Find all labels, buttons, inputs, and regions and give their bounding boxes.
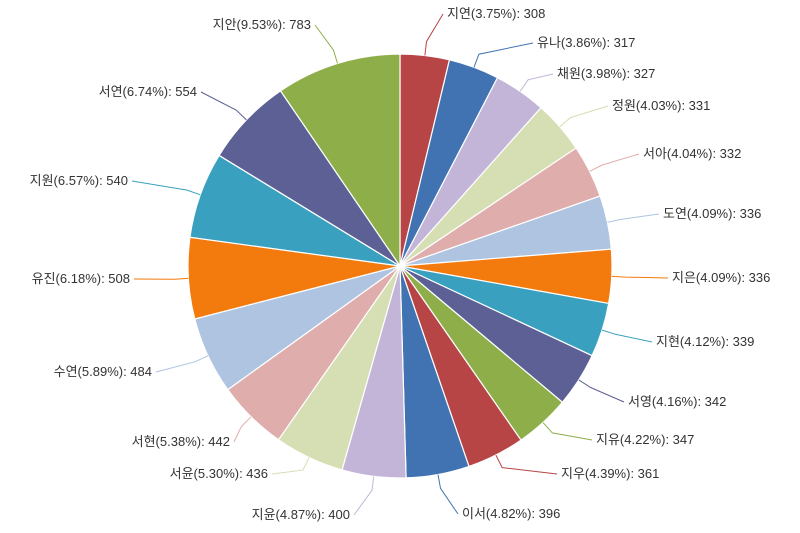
slice-label-2: 채원(3.98%): 327: [557, 66, 655, 81]
slice-label-4: 서아(4.04%): 332: [643, 146, 741, 161]
slice-label-3: 정원(4.03%): 331: [612, 98, 710, 113]
slice-label-13: 서윤(5.30%): 436: [170, 466, 268, 481]
slice-label-18: 서연(6.74%): 554: [99, 84, 197, 99]
slice-label-17: 지원(6.57%): 540: [30, 173, 128, 188]
leader-line-4: [589, 153, 640, 172]
slice-label-11: 이서(4.82%): 396: [462, 506, 560, 521]
leader-line-15: [155, 355, 209, 373]
slice-label-5: 도연(4.09%): 336: [663, 206, 761, 221]
leader-lines: [131, 13, 669, 516]
leader-line-8: [578, 379, 625, 403]
slice-label-14: 서현(5.38%): 442: [132, 434, 230, 449]
slice-label-15: 수연(5.89%): 484: [54, 364, 152, 379]
leader-line-7: [601, 329, 653, 343]
slice-label-7: 지현(4.12%): 339: [656, 334, 754, 349]
leader-line-2: [519, 73, 554, 92]
slice-label-9: 지유(4.22%): 347: [596, 432, 694, 447]
slice-label-6: 지은(4.09%): 336: [672, 270, 770, 285]
leader-line-17: [131, 180, 201, 196]
slice-label-1: 유나(3.86%): 317: [537, 35, 635, 50]
leader-line-19: [314, 24, 338, 64]
pie-slice-19: [279, 53, 401, 268]
slice-label-10: 지우(4.39%): 361: [561, 466, 659, 481]
slice-label-12: 지윤(4.87%): 400: [252, 507, 350, 522]
leader-line-13: [271, 457, 310, 475]
leader-line-18: [200, 91, 247, 121]
slice-label-16: 유진(6.18%): 508: [32, 271, 130, 286]
leader-line-1: [473, 42, 534, 68]
slice-label-0: 지연(3.75%): 308: [447, 6, 545, 21]
slice-label-19: 지안(9.53%): 783: [213, 17, 311, 32]
leader-line-9: [542, 422, 593, 441]
leader-line-12: [353, 476, 375, 516]
leader-line-16: [133, 277, 189, 280]
leader-line-10: [495, 454, 558, 475]
leader-line-14: [233, 416, 252, 443]
leader-line-11: [437, 474, 459, 515]
slice-label-8: 서영(4.16%): 342: [628, 394, 726, 409]
pie-slices: [187, 53, 613, 479]
slice-labels: 지연(3.75%): 308 유나(3.86%): 317 채원(3.98%): 3…: [30, 6, 771, 522]
leader-line-6: [611, 275, 669, 279]
leader-line-0: [424, 13, 444, 56]
leader-line-5: [607, 213, 660, 223]
leader-line-3: [559, 105, 609, 128]
